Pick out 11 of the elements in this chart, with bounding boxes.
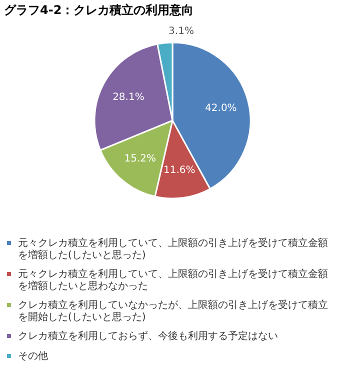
data-label: 11.6%: [164, 165, 196, 176]
legend-label: その他: [18, 350, 48, 362]
legend-label: クレカ積立を利用しておらず、今後も利用する予定はない: [18, 330, 278, 342]
data-label: 42.0%: [205, 103, 237, 114]
legend-label: 元々クレカ積立を利用していて、上限額の引き上げを受けて積立金額を増額した(したいと思った): [18, 237, 328, 261]
chart-title: グラフ4-2：クレカ積立の利用意向: [4, 3, 194, 17]
data-label: 15.2%: [124, 154, 156, 165]
legend-label: 元々クレカ積立を利用していて、上限額の引き上げを受けて積立金額を増額したいと思わなかった: [18, 268, 328, 292]
legend-label: クレカ積立を利用していなかったが、上限額の引き上げを受けて積立を開始した(したいと思った): [18, 299, 328, 323]
data-label: 28.1%: [112, 92, 144, 103]
data-label: 3.1%: [168, 26, 194, 37]
